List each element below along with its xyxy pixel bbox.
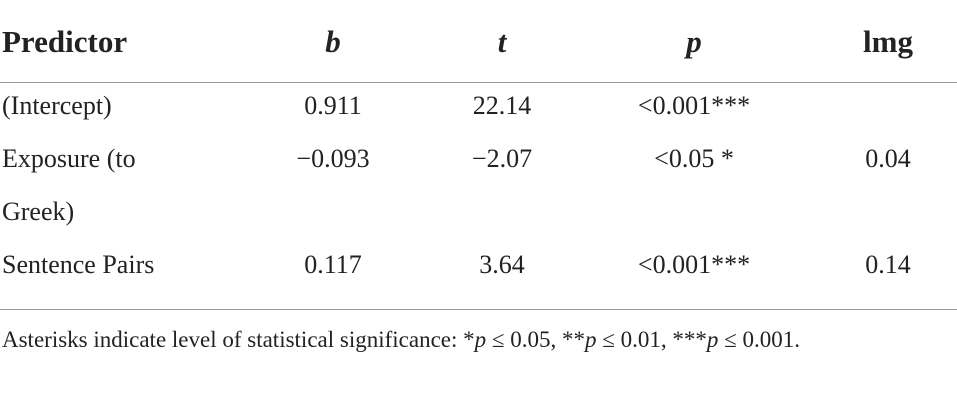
table-cell: 0.14 [865,250,911,279]
header-rule [0,82,957,83]
note-text: p [706,327,719,352]
header-cell: b [325,24,341,59]
note-text: ≤ 0.001. [718,327,801,352]
table-cell: 3.64 [479,250,525,279]
note-text: p [585,327,597,352]
table-cell: −2.07 [471,144,533,173]
note-text: Asterisks indicate level of statistical … [2,327,475,352]
note-text: ≤ 0.05, ** [486,327,586,352]
row-label: Sentence Pairs [2,250,155,279]
header-cell: lmg [863,24,913,59]
row-label: (Intercept) [2,91,112,120]
bottom-rule [0,309,957,310]
header-cell: Predictor [2,24,128,59]
row-label: Exposure (to Greek) [2,144,136,226]
table-cell: <0.05 * [654,144,734,173]
table-cell: 22.14 [472,91,532,120]
note-text: p [474,327,487,352]
table-cell: 0.117 [304,250,362,279]
header-cell: p [686,24,702,59]
table-cell: <0.001*** [637,91,751,120]
table-cell: 0.04 [865,144,911,173]
table-cell: 0.911 [304,91,362,120]
header-cell: t [497,24,507,59]
note-text: ≤ 0.01, *** [596,327,707,352]
table-note: Asterisks indicate level of statistical … [2,322,800,358]
table-cell: <0.001*** [637,250,751,279]
table-cell: −0.093 [296,144,370,173]
